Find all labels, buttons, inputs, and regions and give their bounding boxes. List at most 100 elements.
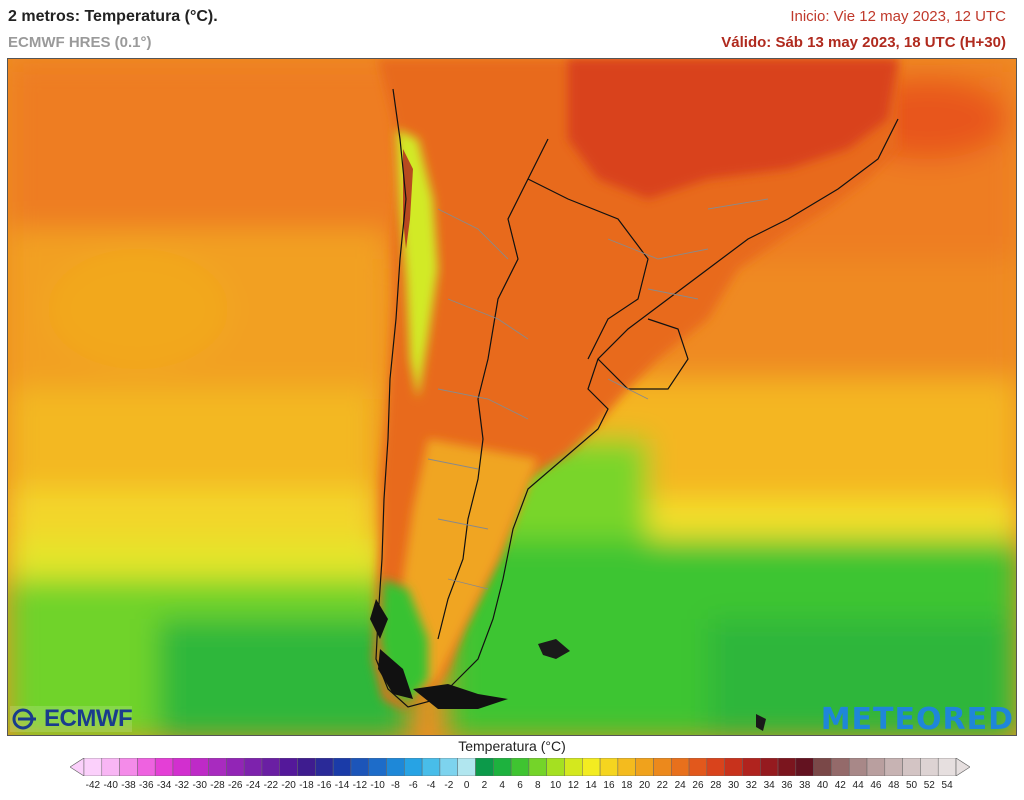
scale-cell xyxy=(226,758,245,776)
scale-cell xyxy=(493,758,512,776)
scale-cell xyxy=(297,758,316,776)
scale-cell xyxy=(937,758,957,776)
scale-tick-label: 48 xyxy=(888,780,900,791)
scale-cell xyxy=(439,758,458,776)
scale-tick-label: 22 xyxy=(656,780,668,791)
scale-cell xyxy=(386,758,405,776)
scale-cell xyxy=(208,758,227,776)
scale-tick-label: -8 xyxy=(390,780,400,791)
scale-tick-label: -20 xyxy=(281,780,296,791)
scale-tick-label: 38 xyxy=(799,780,811,791)
scale-tick-label: 44 xyxy=(852,780,864,791)
scale-tick-label: -26 xyxy=(228,780,243,791)
scale-tick-label: -14 xyxy=(334,780,350,791)
scale-tick-label: 2 xyxy=(481,780,488,791)
scale-tick-label: 6 xyxy=(517,780,523,791)
scale-cell xyxy=(261,758,281,776)
scale-cell xyxy=(154,758,174,776)
scale-cell xyxy=(332,758,352,776)
scale-tick-label: -32 xyxy=(174,780,190,791)
scale-tick-label: -16 xyxy=(317,780,332,791)
scale-tick-label: -2 xyxy=(444,780,454,791)
scale-cell xyxy=(582,758,601,776)
scale-max-arrow xyxy=(955,758,970,776)
scale-tick-label: 40 xyxy=(816,780,829,791)
scale-tick-label: 18 xyxy=(621,780,633,791)
scale-cell xyxy=(920,758,939,776)
scale-cell xyxy=(671,758,690,776)
ecmwf-logo-text: ECMWF xyxy=(44,705,133,732)
scale-tick-label: -22 xyxy=(263,780,279,791)
scale-cell xyxy=(617,758,636,776)
scale-cell xyxy=(421,758,441,776)
scale-tick-label: 10 xyxy=(550,780,562,791)
scale-min-arrow xyxy=(70,758,85,776)
scale-cell xyxy=(866,758,886,776)
scale-cell xyxy=(457,758,476,776)
scale-cell xyxy=(546,758,565,776)
scale-cell xyxy=(119,758,138,776)
ecmwf-logo: ECMWF xyxy=(10,705,133,732)
scale-cell xyxy=(350,758,369,776)
scale-cell xyxy=(653,758,672,776)
scale-tick-label: 4 xyxy=(499,780,505,791)
scale-tick-label: 46 xyxy=(870,780,882,791)
scale-cell xyxy=(101,758,120,776)
scale-tick-label: -10 xyxy=(370,780,385,791)
scale-cell xyxy=(724,758,743,776)
scale-cell xyxy=(404,758,423,776)
color-scale-bar xyxy=(70,758,970,776)
scale-cell xyxy=(564,758,583,776)
temperature-map[interactable] xyxy=(7,58,1017,736)
scale-cell xyxy=(742,758,761,776)
scale-tick-label: 36 xyxy=(781,780,793,791)
scale-tick-label: 50 xyxy=(905,780,918,791)
scale-cell xyxy=(315,758,334,776)
scale-cell xyxy=(777,758,797,776)
scale-cell xyxy=(795,758,814,776)
scale-cell xyxy=(83,758,103,776)
legend-title: Temperatura (°C) xyxy=(458,738,566,754)
scale-cell xyxy=(279,758,298,776)
scale-tick-label: 54 xyxy=(941,780,953,791)
scale-cell xyxy=(813,758,832,776)
scale-tick-label: -12 xyxy=(352,780,368,791)
scale-tick-label: 0 xyxy=(463,780,470,791)
scale-cell xyxy=(510,758,530,776)
scale-tick-label: 26 xyxy=(692,780,704,791)
scale-tick-label: -18 xyxy=(299,780,314,791)
scale-tick-label: -30 xyxy=(192,780,207,791)
scale-tick-label: 34 xyxy=(763,780,775,791)
model-label: ECMWF HRES (0.1°) xyxy=(8,34,152,51)
scale-cell xyxy=(688,758,708,776)
scale-tick-label: -4 xyxy=(426,780,436,791)
scale-tick-label: 52 xyxy=(923,780,935,791)
scale-tick-label: -36 xyxy=(139,780,154,791)
scale-cell xyxy=(528,758,547,776)
scale-cell xyxy=(706,758,725,776)
scale-tick-label: 32 xyxy=(745,780,757,791)
scale-tick-label: 28 xyxy=(710,780,722,791)
scale-tick-label: 14 xyxy=(585,780,597,791)
scale-tick-label: -24 xyxy=(245,780,261,791)
scale-tick-label: -38 xyxy=(121,780,136,791)
scale-tick-label: 20 xyxy=(639,780,651,791)
scale-tick-label: 12 xyxy=(567,780,579,791)
meteored-logo: METEORED xyxy=(820,702,1014,737)
scale-tick-label: 8 xyxy=(535,780,541,791)
color-scale-ticks: -42 -40 -38 -36 -34 -32 -30 -28 -26 -24 -22 -20 -18-… xyxy=(0,780,1024,796)
scale-tick-label: -40 xyxy=(103,780,118,791)
scale-tick-label: 16 xyxy=(603,780,615,791)
scale-tick-label: 30 xyxy=(727,780,740,791)
scale-cell xyxy=(635,758,654,776)
scale-cell xyxy=(902,758,921,776)
scale-cell xyxy=(368,758,387,776)
scale-cell xyxy=(190,758,209,776)
scale-tick-label: 24 xyxy=(674,780,686,791)
map-title: 2 metros: Temperatura (°C). xyxy=(8,8,218,25)
scale-cell xyxy=(137,758,156,776)
scale-tick-label: -6 xyxy=(408,780,418,791)
scale-cell xyxy=(172,758,192,776)
init-time: Inicio: Vie 12 may 2023, 12 UTC xyxy=(790,8,1006,25)
scale-cell xyxy=(831,758,850,776)
